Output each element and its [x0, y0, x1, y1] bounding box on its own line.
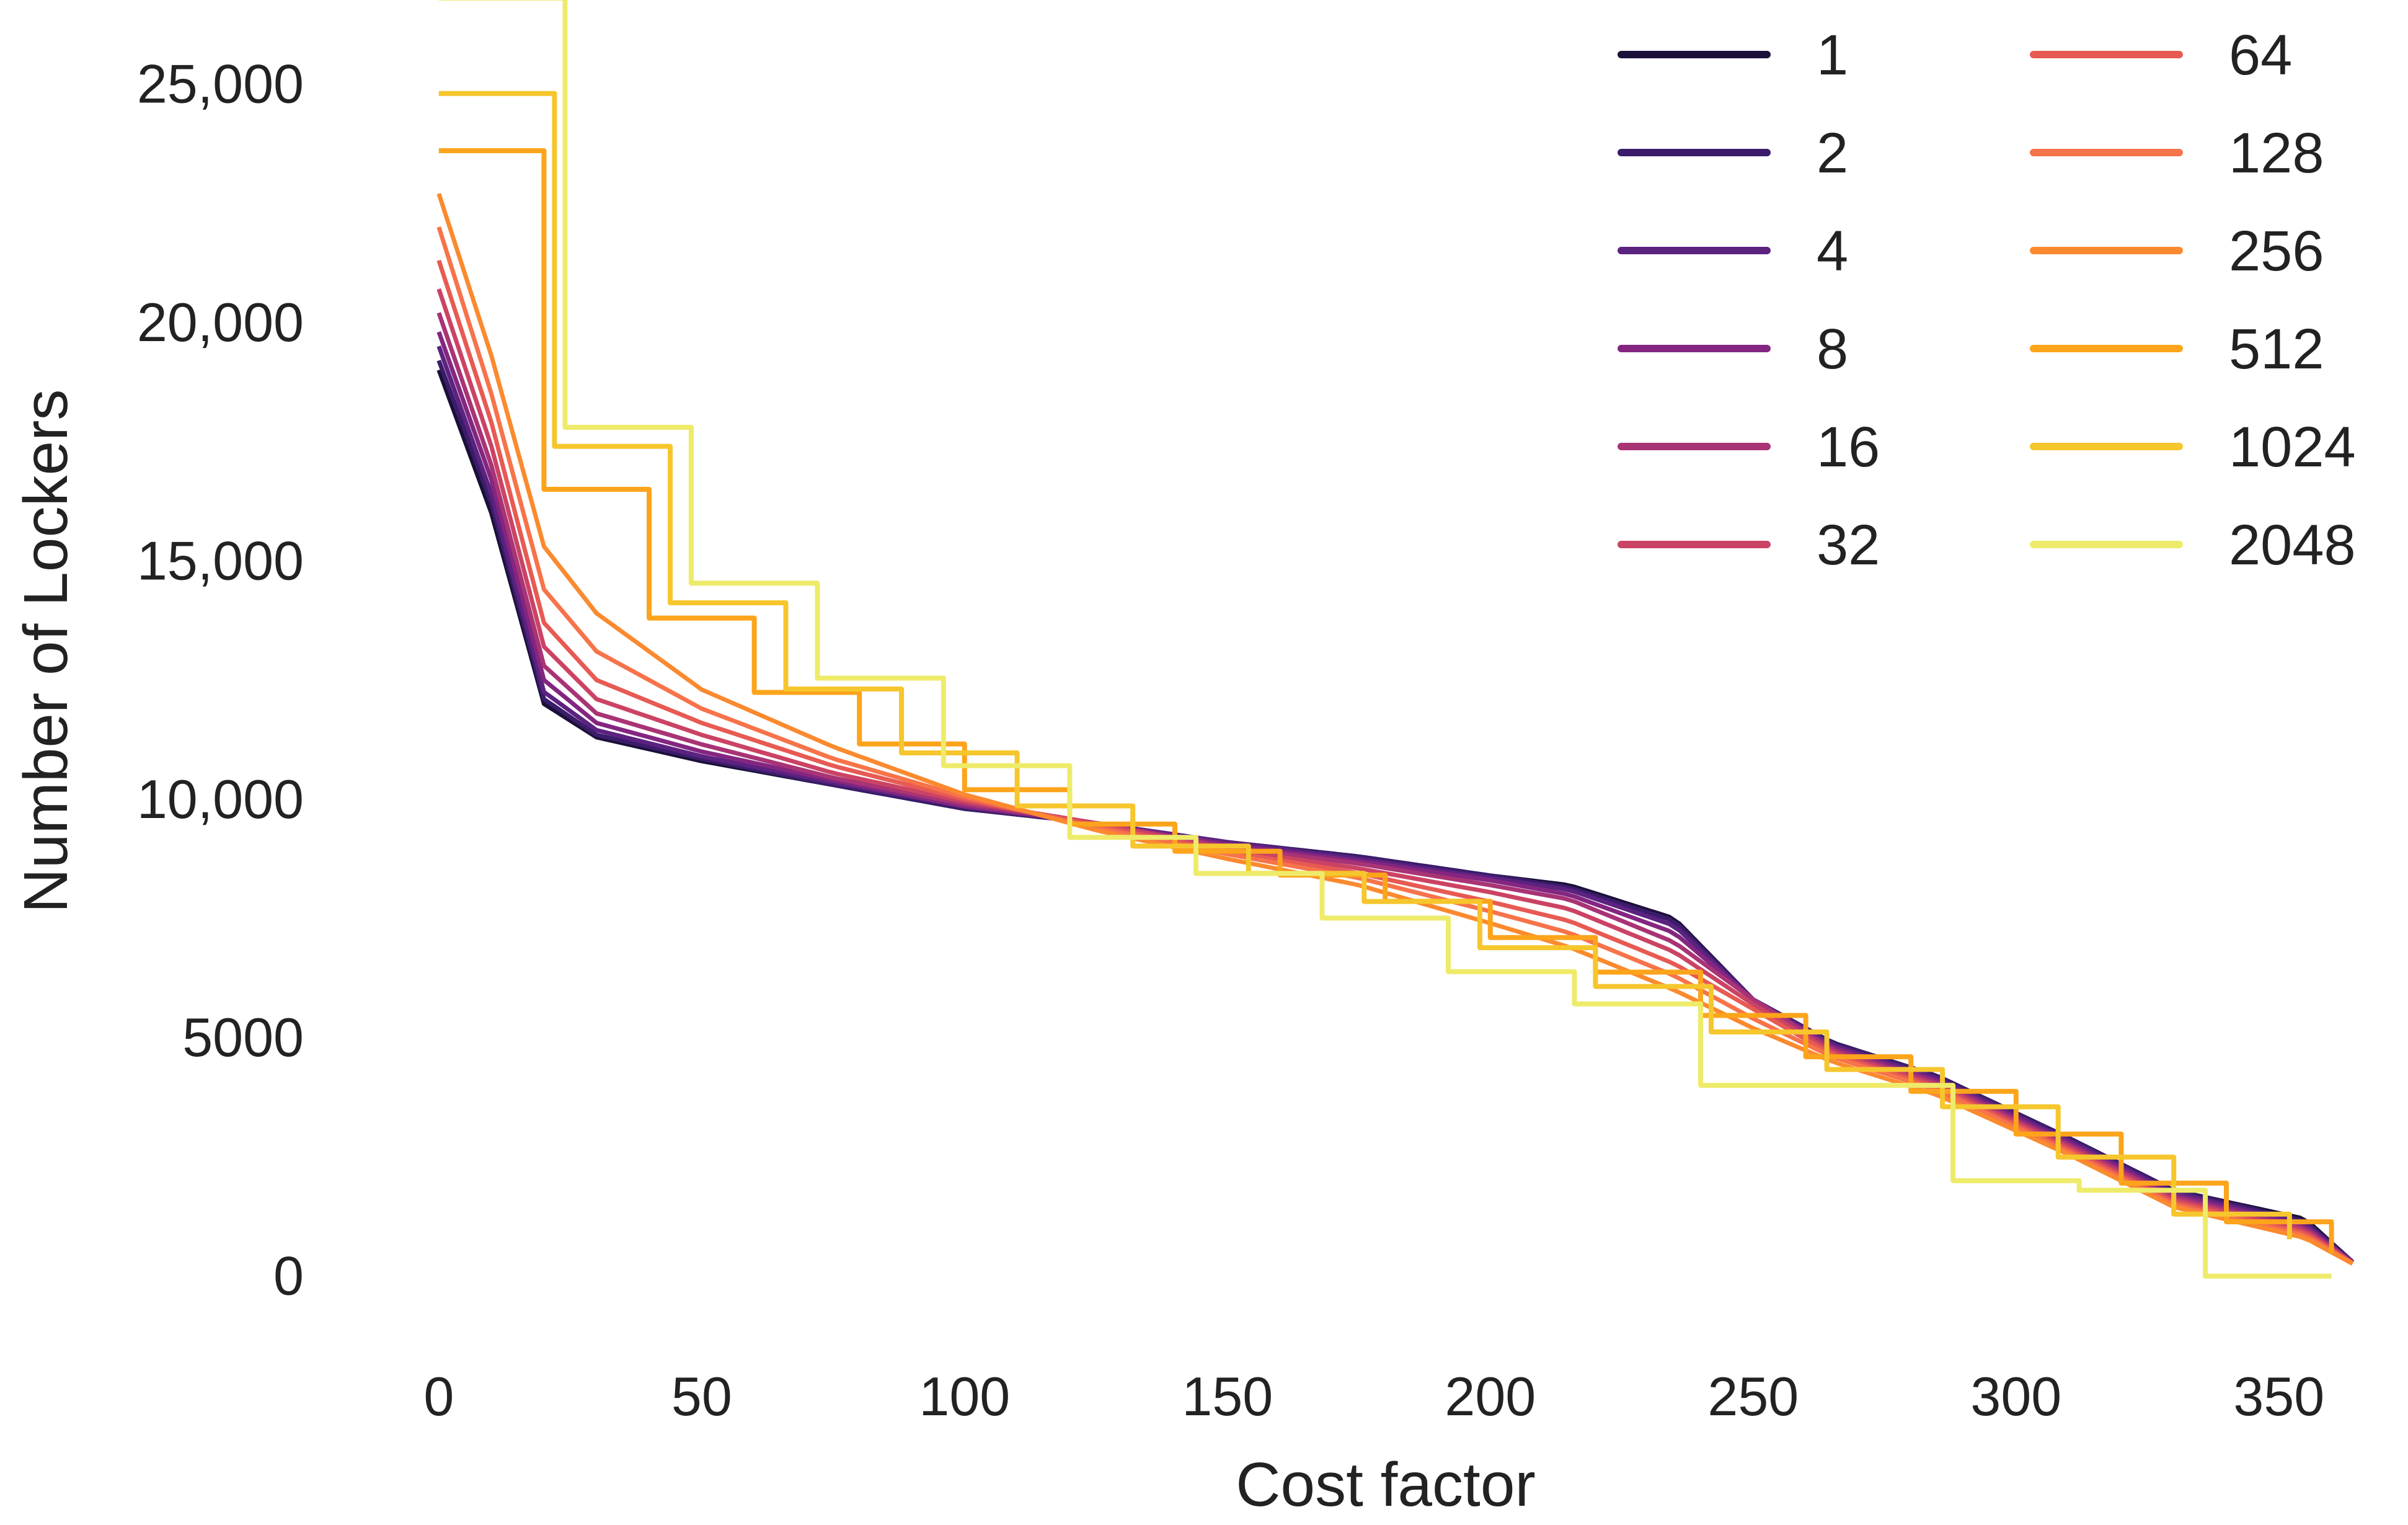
legend-item-64: 64: [2030, 24, 2292, 87]
legend-item-1024: 1024: [2030, 416, 2356, 479]
y-tick-label: 25,000: [137, 53, 304, 114]
x-tick-label: 0: [423, 1366, 454, 1427]
x-axis-label: Cost factor: [1236, 1450, 1536, 1519]
y-tick-label: 15,000: [137, 530, 304, 591]
x-tick-label: 50: [671, 1366, 732, 1427]
legend-label: 1: [1817, 24, 1848, 87]
series-lines: [436, 0, 2354, 1279]
legend-label: 2: [1817, 122, 1848, 185]
legend-item-2048: 2048: [2030, 514, 2356, 577]
legend-item-32: 32: [1618, 514, 1880, 577]
legend-item-512: 512: [2030, 318, 2324, 381]
legend-item-256: 256: [2030, 220, 2324, 283]
legend-label: 1024: [2229, 416, 2356, 479]
x-tick-label: 350: [2233, 1366, 2324, 1427]
x-tick-label: 200: [1445, 1366, 1536, 1427]
y-tick-label: 10,000: [137, 768, 304, 830]
legend-label: 2048: [2229, 514, 2356, 577]
y-tick-label: 20,000: [137, 291, 304, 353]
legend-item-2: 2: [1618, 122, 1848, 185]
legend-item-8: 8: [1618, 318, 1848, 381]
legend-label: 4: [1817, 220, 1848, 283]
legend-label: 8: [1817, 318, 1848, 381]
x-tick-labels: 0 50 100 150 200 250 300 350: [423, 1366, 2324, 1427]
x-tick-label: 150: [1182, 1366, 1273, 1427]
y-tick-labels: 0 5000 10,000 15,000 20,000 25,000: [137, 53, 304, 1306]
series-line-2048: [438, 0, 2332, 1279]
legend-label: 16: [1817, 416, 1880, 479]
legend-label: 128: [2229, 122, 2324, 185]
legend-label: 512: [2229, 318, 2324, 381]
x-tick-label: 250: [1707, 1366, 1799, 1427]
y-axis-label: Number of Lockers: [11, 389, 81, 914]
series-line-256: [436, 193, 2354, 1266]
legend-item-128: 128: [2030, 122, 2324, 185]
y-tick-label: 5000: [182, 1007, 304, 1068]
x-tick-label: 100: [919, 1366, 1010, 1427]
legend-item-4: 4: [1618, 220, 1848, 283]
legend-item-1: 1: [1618, 24, 1848, 87]
x-tick-label: 300: [1970, 1366, 2061, 1427]
series-line-32: [436, 288, 2354, 1265]
legend-label: 256: [2229, 220, 2324, 283]
legend-item-16: 16: [1618, 416, 1880, 479]
y-tick-label: 0: [273, 1245, 304, 1307]
legend-label: 64: [2229, 24, 2292, 87]
series-line-2: [436, 360, 2354, 1264]
series-line-1024: [438, 91, 2292, 1240]
legend: 1 2 4 8 16 32 64 128 256 512 1024 2048: [1618, 24, 2356, 577]
series-line-8: [436, 331, 2354, 1265]
legend-label: 32: [1817, 514, 1880, 577]
